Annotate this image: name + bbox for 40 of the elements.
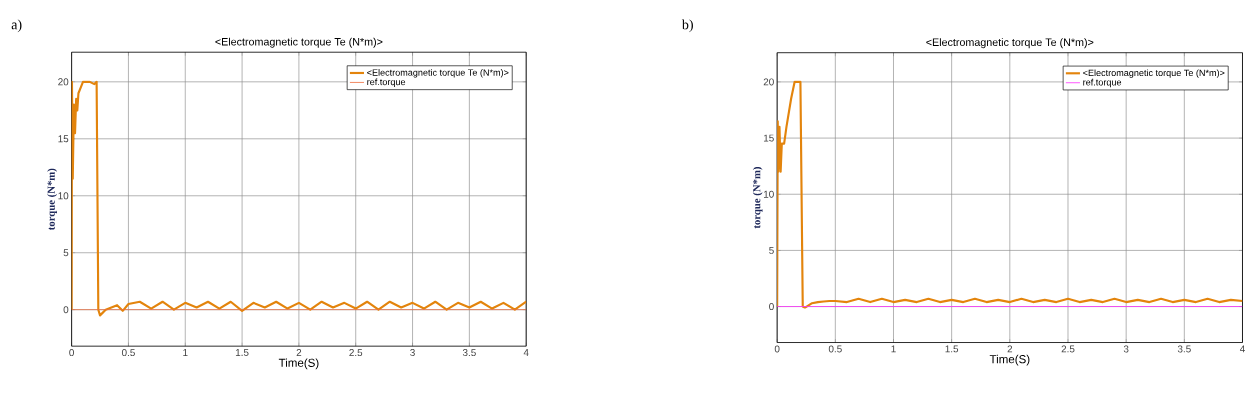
legend-label: ref.torque <box>367 78 406 88</box>
legend-label: <Electromagnetic torque Te (N*m)> <box>367 69 509 78</box>
x-tick-label: 2 <box>1007 345 1013 353</box>
x-tick-label: 0.5 <box>828 345 842 353</box>
y-tick-label: 0 <box>769 303 774 311</box>
text: a) <box>11 19 22 33</box>
x-tick-label: 1 <box>891 345 896 353</box>
x-tick-label: 1 <box>183 349 188 357</box>
y-tick-label: 20 <box>763 78 774 86</box>
x-tick-label: 2.5 <box>1061 345 1075 353</box>
x-tick-label: 2 <box>296 349 302 357</box>
x-tick-label: 4 <box>523 349 529 357</box>
x-tick-label: 3.5 <box>462 349 476 357</box>
y-tick-label: 10 <box>58 192 69 200</box>
y-tick-label: 15 <box>58 135 69 143</box>
chart-title: <Electromagnetic torque Te (N*m)> <box>926 38 1094 49</box>
x-axis-title: Time(S) <box>278 358 319 370</box>
x-tick-label: 1.5 <box>235 349 249 357</box>
x-tick-label: 4 <box>1239 345 1245 353</box>
y-tick-label: 0 <box>63 306 69 314</box>
x-tick-label: 0 <box>69 349 74 357</box>
legend-label: ref.torque <box>1083 79 1122 88</box>
text: b) <box>681 19 693 33</box>
x-tick-label: 2.5 <box>349 349 363 357</box>
y-axis-title: torque (N*m) <box>752 167 763 229</box>
y-axis-title: torque (N*m) <box>47 168 57 231</box>
y-tick-label: 5 <box>63 249 69 257</box>
x-tick-label: 3.5 <box>1177 345 1191 353</box>
x-axis-title: Time(S) <box>989 355 1030 366</box>
x-tick-label: 3 <box>1123 345 1129 353</box>
y-tick-label: 15 <box>763 134 774 142</box>
y-tick-label: 10 <box>763 190 774 198</box>
chart-title: <Electromagnetic torque Te (N*m)> <box>215 37 383 48</box>
legend-label: <Electromagnetic torque Te (N*m)> <box>1083 69 1225 79</box>
x-tick-label: 0 <box>774 345 780 353</box>
x-tick-label: 1.5 <box>945 345 959 353</box>
y-tick-label: 20 <box>58 78 69 86</box>
x-tick-label: 3 <box>410 349 415 357</box>
y-tick-label: 5 <box>769 247 774 255</box>
x-tick-label: 0.5 <box>121 349 135 357</box>
